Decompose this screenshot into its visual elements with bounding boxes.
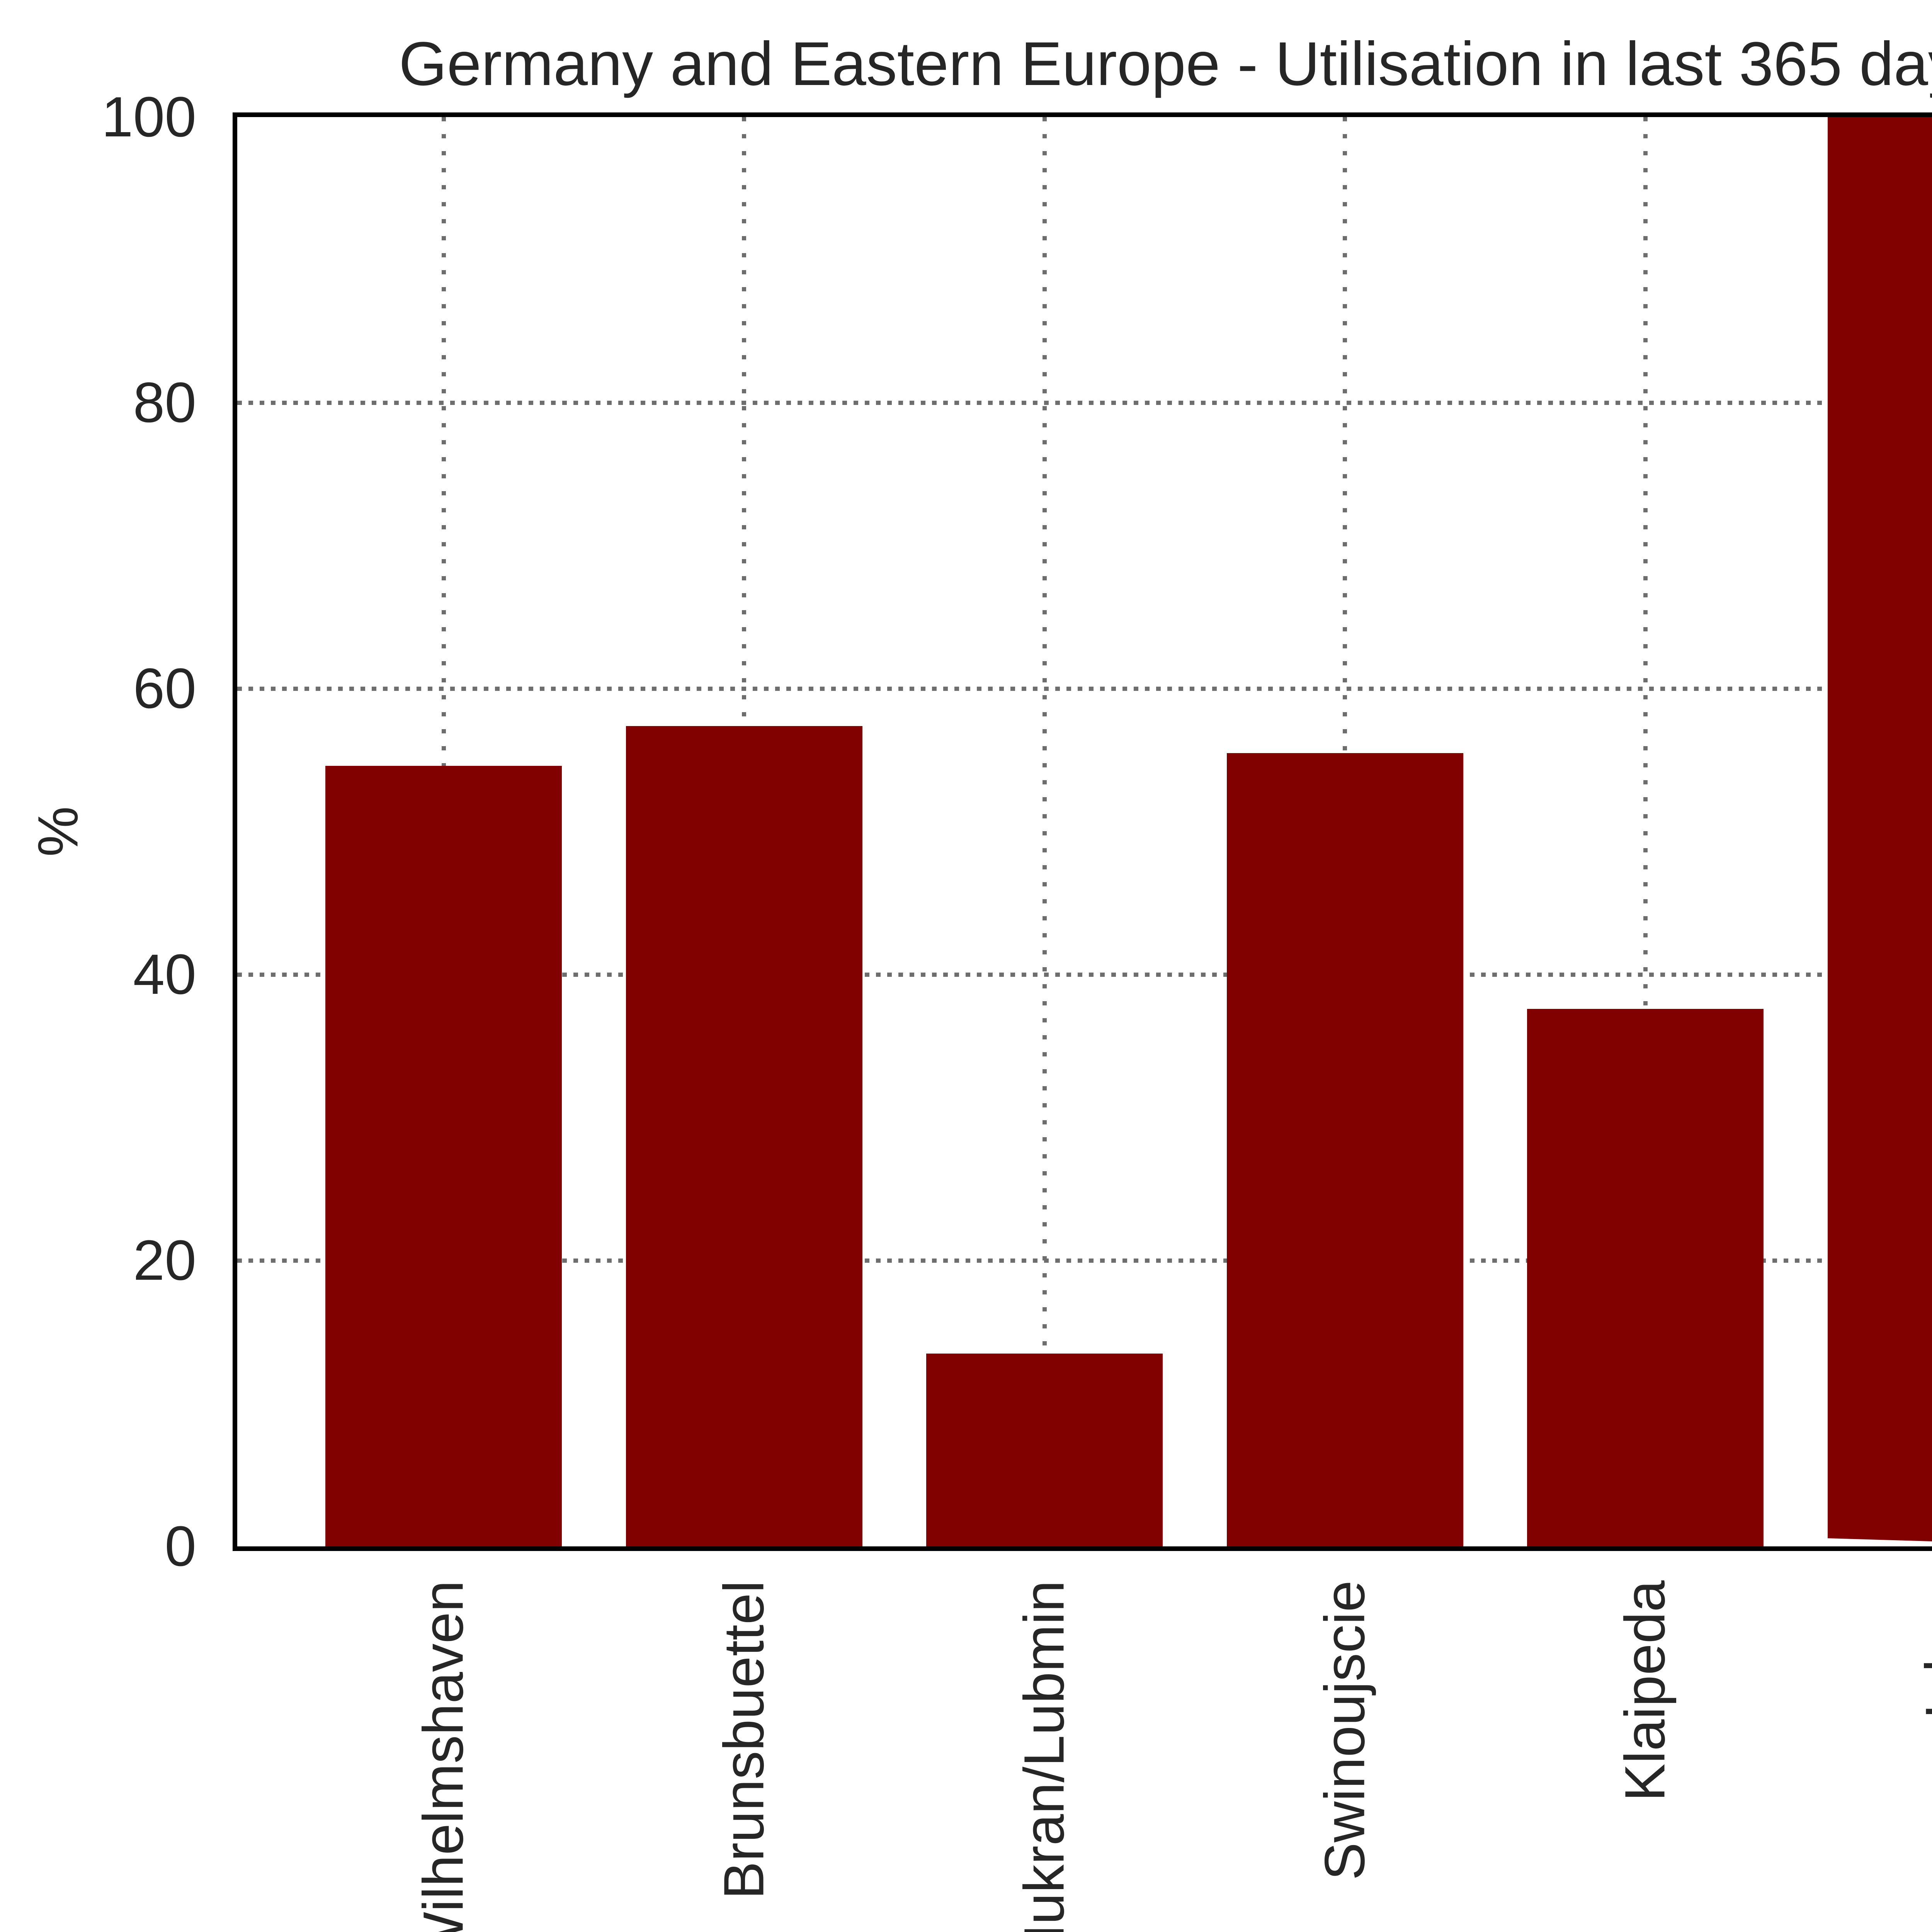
bar-mukran-lubmin — [926, 1353, 1163, 1546]
y-tick-label-0: 0 — [165, 1514, 196, 1578]
bar-klaipeda — [1527, 1009, 1764, 1546]
y-axis-label: % — [26, 806, 90, 857]
horizontal-gridline-40 — [237, 972, 1932, 977]
x-tick-label-wilhelmshaven: Wilhelmshaven — [412, 1580, 475, 1932]
bar-inkoo — [1828, 117, 1932, 1546]
y-tick-label-20: 20 — [133, 1228, 196, 1292]
y-tick-label-100: 100 — [101, 85, 196, 149]
y-tick-label-60: 60 — [133, 657, 196, 721]
horizontal-gridline-80 — [237, 401, 1932, 405]
plot-area — [237, 117, 1932, 1546]
x-tick-label-inkoo: Inkoo — [1914, 1580, 1932, 1719]
bar-brunsbuettel — [626, 726, 862, 1546]
vertical-gridline-mukran-lubmin — [1042, 117, 1047, 1546]
x-tick-label-swinoujscie: Swinoujscie — [1313, 1580, 1377, 1881]
x-tick-label-klaipeda: Klaipeda — [1613, 1580, 1677, 1802]
x-tick-label-brunsbuettel: Brunsbuettel — [712, 1580, 776, 1900]
horizontal-gridline-20 — [237, 1258, 1932, 1263]
vertical-gridline-klaipeda — [1643, 117, 1648, 1546]
y-tick-label-40: 40 — [133, 942, 196, 1006]
bar-swinoujscie — [1226, 753, 1463, 1546]
chart-title: Germany and Eastern Europe - Utilisation… — [399, 29, 1932, 98]
x-tick-label-mukran-lubmin: Mukran/Lubmin — [1012, 1580, 1076, 1932]
y-tick-label-80: 80 — [133, 371, 196, 435]
horizontal-gridline-60 — [237, 687, 1932, 691]
bar-wilhelmshaven — [325, 766, 562, 1546]
